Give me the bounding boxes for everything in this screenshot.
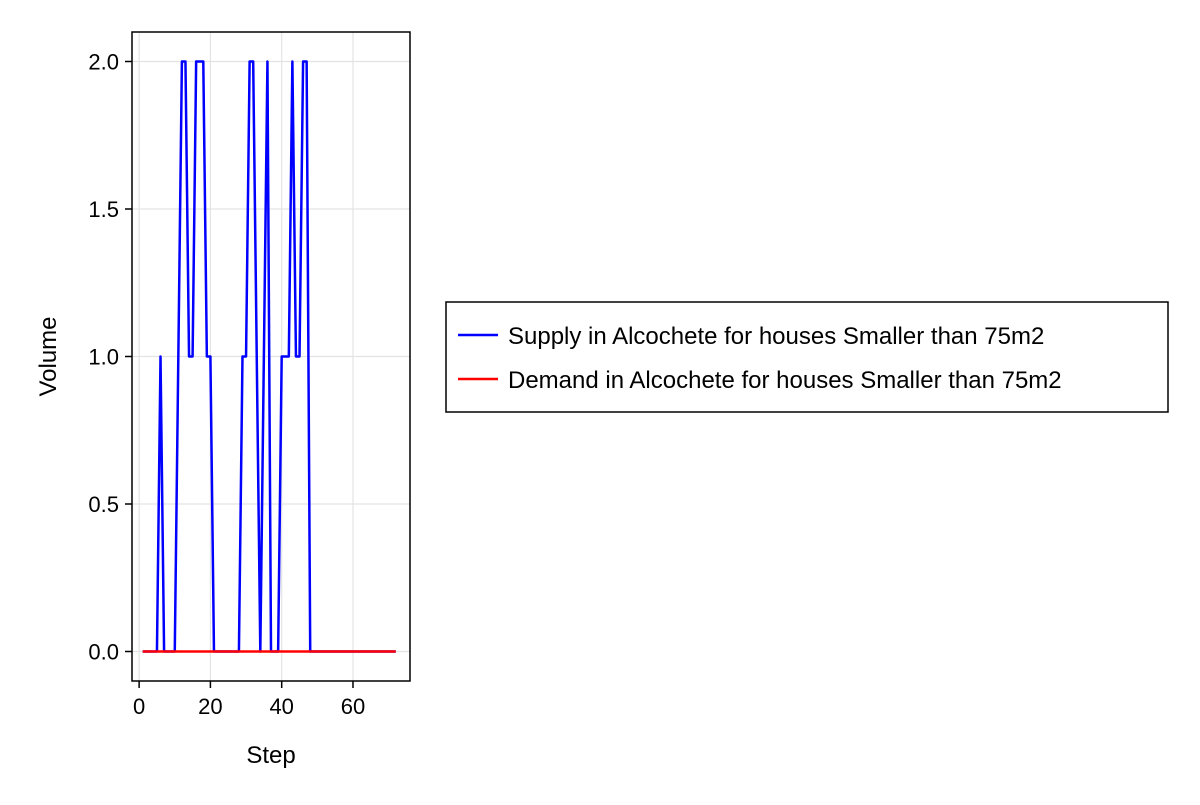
- y-tick-label-3: 1.5: [88, 197, 119, 222]
- x-tick-label-3: 60: [341, 694, 365, 719]
- x-tick-label-2: 40: [269, 694, 293, 719]
- x-axis-title: Step: [246, 742, 295, 769]
- legend: Supply in Alcochete for houses Smaller t…: [445, 301, 1169, 413]
- x-tick-label-1: 20: [198, 694, 222, 719]
- y-axis-title: Volume: [35, 316, 62, 396]
- series-lines: [142, 60, 396, 653]
- x-tick-label-0: 0: [133, 694, 145, 719]
- legend-label-demand: Demand in Alcochete for houses Smaller t…: [508, 367, 1062, 394]
- y-tick-label-0: 0.0: [88, 640, 119, 665]
- y-tick-label-1: 0.5: [88, 492, 119, 517]
- axis-ticks: 0 20 40 60 0.0 0.5 1.0 1.5 2.0: [88, 50, 365, 720]
- legend-label-supply: Supply in Alcochete for houses Smaller t…: [508, 323, 1044, 350]
- legend-box: [445, 301, 1169, 413]
- y-tick-label-4: 2.0: [88, 50, 119, 75]
- y-tick-label-2: 1.0: [88, 345, 119, 370]
